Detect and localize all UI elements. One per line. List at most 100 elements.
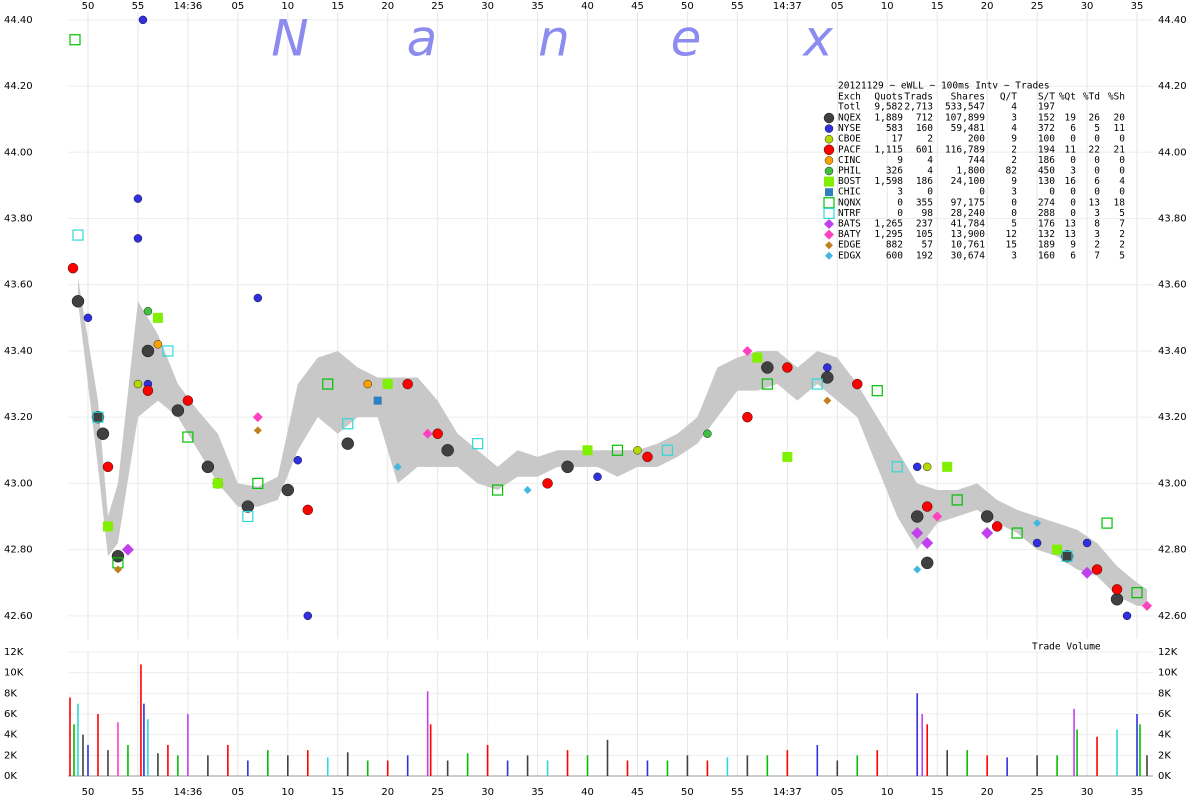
- y-tick-label: 42.60: [1158, 611, 1187, 622]
- volume-bar: [1096, 736, 1098, 776]
- x-tick-label: 14:36: [173, 787, 202, 798]
- legend-stat: 1,800: [956, 166, 985, 177]
- trade-marker: [67, 262, 79, 274]
- legend-stat: 2: [1119, 240, 1125, 251]
- trade-marker: [852, 378, 863, 390]
- x-tick-label: 20: [381, 1, 394, 12]
- volume-bar: [187, 714, 189, 776]
- trade-marker: [253, 426, 262, 435]
- volume-bar: [916, 693, 919, 776]
- trade-marker: [981, 527, 994, 540]
- trade-marker: [252, 477, 264, 489]
- legend-header: Exch: [838, 92, 861, 103]
- legend-stat: 0: [1049, 187, 1055, 198]
- trade-marker: [363, 379, 372, 389]
- volume-bar: [346, 752, 349, 776]
- x-tick-label: 10: [281, 787, 294, 798]
- volume-bar: [626, 760, 629, 776]
- watermark: e: [671, 10, 702, 68]
- volume-bar: [77, 703, 79, 776]
- trade-marker: [782, 362, 793, 373]
- trade-marker: [921, 556, 934, 570]
- trade-marker: [83, 313, 93, 323]
- x-tick-label: 20: [981, 1, 994, 12]
- trade-marker: [913, 462, 922, 472]
- trade-marker: [871, 385, 883, 397]
- legend-stat: 0: [927, 187, 933, 198]
- volume-bar: [586, 755, 589, 776]
- legend-stat: 9: [1070, 240, 1076, 251]
- volume-bar: [87, 745, 89, 776]
- legend-stat: 7: [1119, 219, 1125, 230]
- legend-stat: 12: [1006, 229, 1017, 240]
- legend-stat: 274: [1038, 197, 1055, 208]
- volume-bar: [1136, 714, 1138, 776]
- legend-stat: 0: [1119, 166, 1125, 177]
- legend-stat: 3: [1070, 166, 1076, 177]
- legend-stat: 3: [1094, 208, 1100, 219]
- legend-label: BOST: [838, 176, 861, 187]
- legend-stat: 5: [1011, 219, 1017, 230]
- legend-stat: 3: [897, 187, 903, 198]
- legend-stat: 2: [927, 134, 933, 145]
- legend-stat: 57: [922, 240, 933, 251]
- y-tick-label: 2K: [1158, 750, 1171, 761]
- trade-marker: [71, 295, 85, 308]
- volume-bar: [646, 760, 649, 776]
- y-tick-label: 6K: [4, 709, 17, 720]
- x-tick-label: 30: [481, 1, 494, 12]
- legend-stat: 59,481: [951, 123, 986, 134]
- trade-marker: [303, 611, 312, 621]
- trade-marker: [373, 396, 382, 405]
- legend-stat: 26: [1089, 113, 1101, 124]
- legend-title: 20121129 ~ eWLL ~ 100ms Intv ~ Trades: [838, 81, 1050, 92]
- x-tick-label: 50: [681, 787, 694, 798]
- legend-stat: 3: [1011, 113, 1017, 124]
- legend-stat: 82: [1006, 166, 1017, 177]
- trade-marker: [111, 550, 125, 563]
- y-tick-label: 4K: [1158, 730, 1171, 741]
- trade-marker: [523, 486, 532, 495]
- legend-stat: 8: [1094, 219, 1100, 230]
- legend-stat: 6: [1070, 250, 1076, 261]
- volume-bar: [177, 755, 179, 776]
- legend-stat: 152: [1038, 113, 1055, 124]
- x-tick-label: 35: [531, 787, 544, 798]
- y-tick-label: 44.20: [4, 81, 33, 92]
- trade-marker: [1032, 538, 1042, 548]
- legend-stat: 4: [927, 155, 933, 166]
- trade-marker: [1110, 593, 1124, 606]
- legend-stat: 3: [1011, 250, 1017, 261]
- y-tick-label: 42.60: [4, 611, 33, 622]
- legend-label: NQEX: [838, 113, 861, 124]
- trade-marker: [821, 371, 834, 384]
- watermark: x: [801, 10, 833, 68]
- legend-stat: 0: [1119, 134, 1125, 145]
- legend-marker: [824, 176, 834, 187]
- volume-bar: [82, 734, 84, 776]
- trade-marker: [143, 307, 153, 316]
- y-tick-label: 43.20: [4, 412, 33, 423]
- trade-marker: [96, 427, 110, 440]
- x-tick-label: 05: [831, 787, 844, 798]
- volume-bar: [526, 755, 529, 776]
- legend-stat: 0: [1070, 187, 1076, 198]
- legend-total: 2,713: [904, 102, 933, 113]
- legend-stat: 5: [1119, 250, 1125, 261]
- y-tick-label: 43.80: [4, 214, 33, 225]
- trade-marker: [242, 510, 254, 523]
- volume-bar: [386, 760, 389, 776]
- trade-marker: [212, 478, 223, 489]
- legend-stat: 192: [916, 250, 933, 261]
- trade-marker: [1142, 600, 1153, 611]
- legend-stat: 0: [1094, 187, 1100, 198]
- trade-marker: [823, 396, 832, 405]
- y-tick-label: 2K: [4, 750, 17, 761]
- trade-marker: [582, 445, 593, 456]
- volume-bar: [566, 750, 569, 776]
- y-tick-label: 43.40: [1158, 346, 1187, 357]
- legend-stat: 288: [1038, 208, 1055, 219]
- legend-stat: 186: [916, 176, 933, 187]
- volume-bar: [1036, 755, 1038, 776]
- volume-bar: [207, 755, 209, 776]
